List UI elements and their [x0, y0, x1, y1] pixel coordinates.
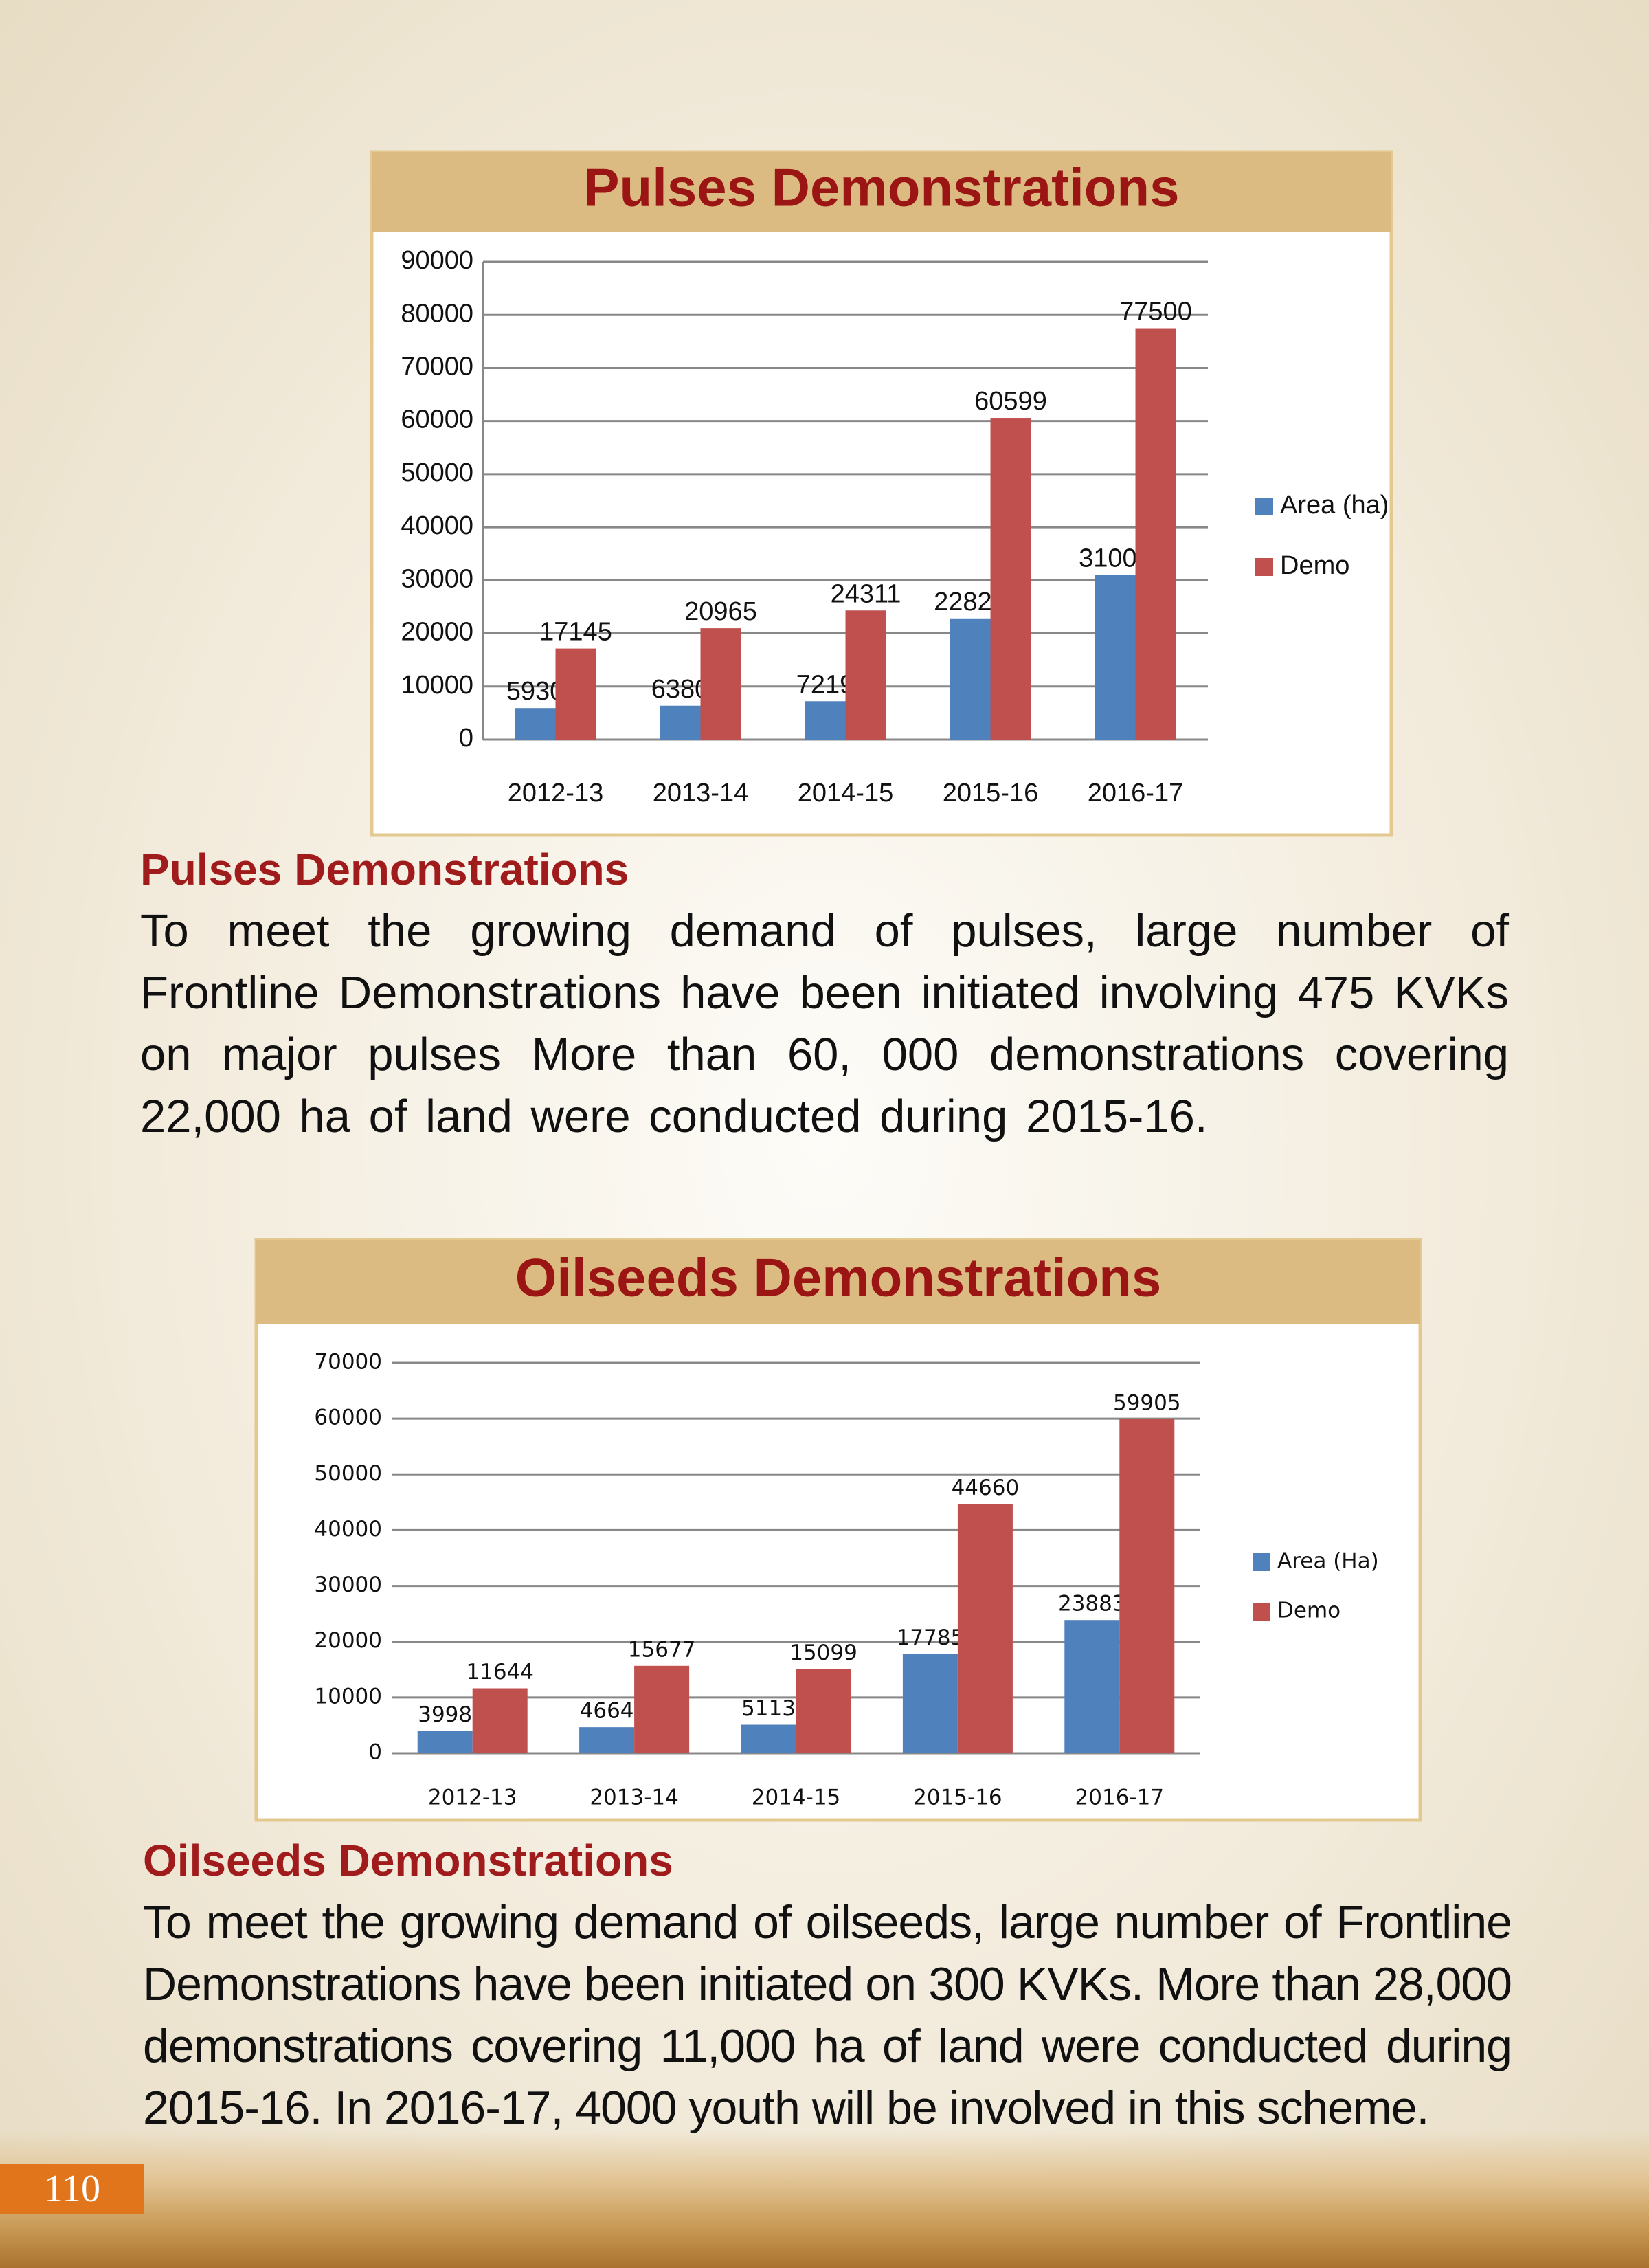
bar: [660, 705, 701, 740]
legend-swatch: [1253, 1553, 1270, 1571]
y-tick-label: 60000: [401, 405, 473, 434]
bar: [579, 1727, 635, 1753]
y-tick-label: 20000: [314, 1628, 382, 1653]
data-label: 60599: [974, 387, 1047, 416]
x-tick-label: 2016-17: [1088, 779, 1183, 808]
y-tick-label: 50000: [314, 1461, 382, 1486]
data-label: 5930: [506, 677, 565, 706]
data-label: 23883: [1058, 1592, 1126, 1616]
data-label: 59905: [1113, 1390, 1181, 1415]
y-tick-label: 80000: [401, 299, 473, 328]
bar: [1095, 575, 1136, 740]
x-tick-label: 2013-14: [653, 779, 748, 808]
x-tick-label: 2016-17: [1075, 1786, 1165, 1810]
chart-header: [372, 152, 1391, 232]
y-tick-label: 70000: [314, 1350, 382, 1375]
data-label: 17145: [539, 618, 612, 647]
bar: [950, 618, 991, 740]
bar: [472, 1688, 528, 1753]
bar: [555, 648, 596, 740]
data-label: 4664: [580, 1699, 634, 1724]
bar: [634, 1665, 690, 1753]
chart-title: Oilseeds Demonstrations: [515, 1247, 1162, 1308]
data-label: 6380: [651, 675, 710, 704]
y-tick-label: 0: [459, 724, 473, 753]
y-tick-label: 30000: [314, 1572, 382, 1597]
x-tick-label: 2012-13: [508, 779, 603, 808]
data-label: 24311: [831, 579, 901, 608]
y-tick-label: 70000: [401, 352, 473, 381]
section-body: To meet the growing demand of pulses, la…: [140, 905, 1509, 1142]
background-wheat: [0, 2131, 1649, 2268]
bar: [1119, 1419, 1175, 1753]
bar: [805, 701, 846, 740]
section-heading: Oilseeds Demonstrations: [143, 1836, 673, 1885]
x-tick-label: 2014-15: [752, 1786, 841, 1810]
chart-header: [256, 1240, 1420, 1324]
legend-label: Area (ha): [1280, 491, 1389, 520]
y-tick-label: 10000: [314, 1684, 382, 1709]
legend-swatch: [1255, 558, 1273, 576]
y-tick-label: 20000: [401, 618, 473, 647]
legend-swatch: [1255, 498, 1273, 515]
bar: [845, 610, 886, 740]
legend-label: Area (Ha): [1277, 1549, 1379, 1574]
bar: [515, 708, 556, 740]
data-label: 15099: [789, 1641, 857, 1665]
y-tick-label: 60000: [314, 1405, 382, 1430]
y-tick-label: 0: [368, 1740, 382, 1765]
data-label: 77500: [1119, 298, 1192, 326]
data-label: 11644: [466, 1660, 534, 1685]
bar: [990, 418, 1031, 740]
legend-label: Demo: [1280, 551, 1349, 580]
bar: [1064, 1620, 1120, 1753]
page-number: 110: [0, 2164, 144, 2214]
section-heading: Pulses Demonstrations: [140, 845, 629, 894]
y-tick-label: 50000: [401, 458, 473, 487]
x-tick-label: 2012-13: [428, 1786, 517, 1810]
data-label: 7219: [796, 670, 855, 699]
legend-swatch: [1253, 1603, 1270, 1621]
data-label: 44660: [952, 1476, 1020, 1500]
legend-label: Demo: [1277, 1599, 1340, 1623]
bar: [417, 1731, 473, 1753]
bar: [741, 1724, 796, 1753]
data-label: 5113: [741, 1696, 796, 1721]
y-tick-label: 40000: [401, 511, 473, 540]
y-tick-label: 40000: [314, 1517, 382, 1542]
bar: [1135, 328, 1176, 740]
data-label: 3998: [418, 1702, 472, 1727]
x-tick-label: 2015-16: [913, 1786, 1002, 1810]
data-label: 20965: [684, 597, 757, 626]
x-tick-label: 2015-16: [943, 779, 1038, 808]
x-tick-label: 2014-15: [798, 779, 893, 808]
y-tick-label: 30000: [401, 564, 473, 593]
bar: [902, 1654, 958, 1753]
bar: [796, 1669, 851, 1753]
data-label: 15677: [628, 1637, 696, 1662]
section-body: To meet the growing demand of oilseeds, …: [143, 1896, 1512, 2134]
data-label: 17785: [897, 1625, 965, 1650]
chart-title: Pulses Demonstrations: [584, 157, 1180, 218]
y-tick-label: 10000: [401, 671, 473, 700]
x-tick-label: 2013-14: [590, 1786, 679, 1810]
bar: [957, 1504, 1013, 1753]
bar: [700, 628, 741, 740]
y-tick-label: 90000: [401, 246, 473, 275]
